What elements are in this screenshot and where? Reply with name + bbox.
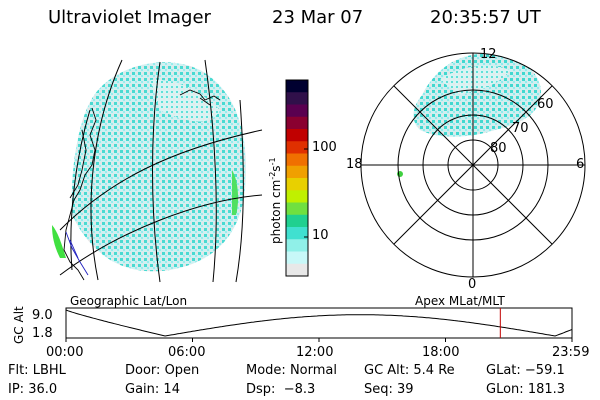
mlt-label-0: 0	[468, 277, 477, 292]
colorbar-swatch	[286, 263, 308, 277]
apex-caption: Apex MLat/MLT	[415, 294, 505, 308]
timeline-ymin: 1.8	[32, 326, 53, 341]
altitude-timeline	[65, 307, 573, 342]
status-mode: Mode: Normal	[246, 363, 337, 378]
colorbar-swatch	[286, 141, 308, 154]
colorbar-swatch	[286, 227, 308, 240]
timeline-xtick-0: 00:00	[46, 345, 84, 360]
colorbar-swatch	[286, 214, 308, 228]
status-glat: GLat: −59.1	[486, 363, 565, 378]
colorbar-swatch	[286, 129, 308, 142]
timeline-xtick-18: 18:00	[422, 345, 460, 360]
geographic-caption: Geographic Lat/Lon	[70, 294, 188, 308]
timeline-ymax: 9.0	[32, 308, 53, 323]
colorbar-unit-label: photon cm-2s-1	[268, 157, 283, 244]
status-flt: Flt: LBHL	[8, 363, 66, 378]
instrument-title: Ultraviolet Imager	[48, 7, 211, 28]
status-ip: IP: 36.0	[8, 382, 58, 397]
colorbar-swatch	[286, 165, 308, 179]
lat-label-80: 80	[490, 141, 507, 156]
mlt-label-6: 6	[576, 157, 585, 172]
colorbar-swatch	[286, 251, 308, 265]
lat-label-70: 70	[512, 121, 529, 136]
status-glon: GLon: 181.3	[486, 382, 566, 397]
colorbar-swatch	[286, 116, 308, 130]
lat-label-60: 60	[537, 97, 554, 112]
colorbar-tick-100: 100	[312, 140, 337, 155]
colorbar-swatch	[286, 178, 308, 191]
polar-plot	[360, 52, 586, 278]
mlt-label-12: 12	[480, 47, 497, 62]
status-gain: Gain: 14	[125, 382, 180, 397]
colorbar-swatch	[286, 104, 308, 118]
timeline-xtick-24: 23:59	[552, 345, 590, 360]
colorbar-swatch	[286, 80, 308, 93]
status-door: Door: Open	[125, 363, 200, 378]
colorbar-swatch	[286, 153, 308, 167]
colorbar-swatch	[286, 239, 308, 252]
colorbar-swatch	[286, 92, 308, 105]
date-label: 23 Mar 07	[272, 7, 364, 28]
earth-disk-image	[52, 59, 263, 283]
timeline-ylabel: GC Alt	[12, 306, 26, 344]
timeline-xtick-6: 06:00	[168, 345, 206, 360]
colorbar-border	[285, 79, 309, 277]
timeline-xtick-12: 12:00	[296, 345, 334, 360]
colorbar-swatch	[286, 202, 308, 216]
intensity-colorbar	[285, 79, 309, 277]
status-seq: Seq: 39	[364, 382, 414, 397]
mlt-label-18: 18	[346, 157, 363, 172]
time-label: 20:35:57 UT	[430, 7, 541, 28]
status-gc-alt: GC Alt: 5.4 Re	[364, 363, 455, 378]
colorbar-swatch	[286, 190, 308, 203]
colorbar-tick-10: 10	[312, 228, 329, 243]
status-dsp: Dsp: −8.3	[246, 382, 316, 397]
